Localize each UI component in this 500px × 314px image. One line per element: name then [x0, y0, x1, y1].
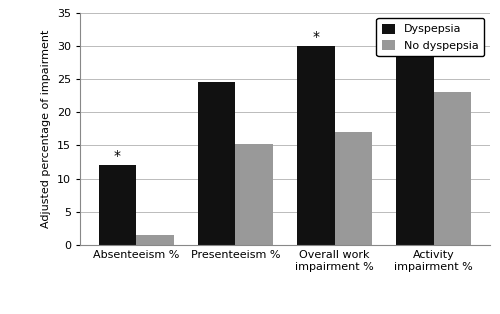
- Bar: [198, 82, 235, 245]
- Text: *: *: [114, 149, 121, 163]
- Text: *: *: [312, 30, 319, 44]
- Bar: [396, 49, 434, 245]
- Y-axis label: Adjusted percentage of impairment: Adjusted percentage of impairment: [42, 30, 51, 228]
- Bar: [334, 132, 372, 245]
- Bar: [297, 46, 335, 245]
- Bar: [236, 144, 273, 245]
- Bar: [434, 92, 472, 245]
- Text: *: *: [412, 33, 418, 47]
- Legend: Dyspepsia, No dyspepsia: Dyspepsia, No dyspepsia: [376, 18, 484, 56]
- Bar: [136, 235, 174, 245]
- Bar: [98, 165, 136, 245]
